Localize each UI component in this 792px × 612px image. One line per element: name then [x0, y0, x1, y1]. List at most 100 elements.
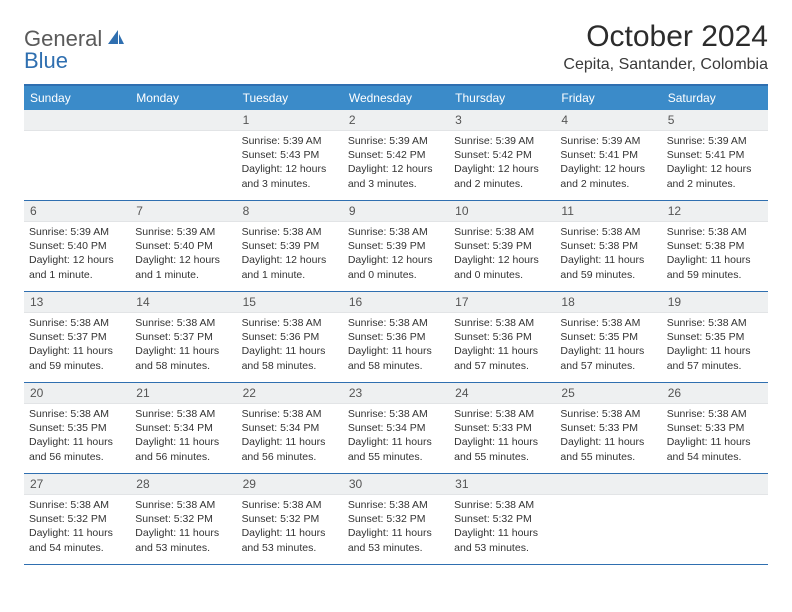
calendar-cell: 30Sunrise: 5:38 AMSunset: 5:32 PMDayligh…	[343, 474, 449, 564]
calendar-cell: .	[130, 110, 236, 200]
sunrise-text: Sunrise: 5:38 AM	[135, 407, 231, 421]
sunrise-text: Sunrise: 5:38 AM	[560, 225, 656, 239]
day-number: 9	[343, 201, 449, 222]
calendar-cell: .	[662, 474, 768, 564]
calendar-cell: 14 Sunrise: 5:38 AMSunset: 5:37 PMDayligh…	[130, 292, 236, 382]
sunrise-text: Sunrise: 5:39 AM	[560, 134, 656, 148]
calendar-cell: 2Sunrise: 5:39 AMSunset: 5:42 PMDaylight…	[343, 110, 449, 200]
day-details: Sunrise: 5:38 AMSunset: 5:34 PMDaylight:…	[343, 404, 449, 469]
day-number: 18	[555, 292, 661, 313]
day-details: Sunrise: 5:39 AMSunset: 5:41 PMDaylight:…	[662, 131, 768, 196]
day-details: Sunrise: 5:38 AMSunset: 5:35 PMDaylight:…	[662, 313, 768, 378]
sunrise-text: Sunrise: 5:38 AM	[348, 316, 444, 330]
sunrise-text: Sunrise: 5:39 AM	[667, 134, 763, 148]
sunrise-text: Sunrise: 5:38 AM	[348, 407, 444, 421]
daylight-text: Daylight: 12 hours and 3 minutes.	[242, 162, 338, 190]
day-details: Sunrise: 5:39 AMSunset: 5:41 PMDaylight:…	[555, 131, 661, 196]
calendar-cell: 26Sunrise: 5:38 AMSunset: 5:33 PMDayligh…	[662, 383, 768, 473]
week-row: ..1Sunrise: 5:39 AMSunset: 5:43 PMDaylig…	[24, 110, 768, 201]
logo-text-blue: Blue	[24, 48, 68, 73]
daylight-text: Daylight: 11 hours and 58 minutes.	[135, 344, 231, 372]
calendar-cell: 7Sunrise: 5:39 AMSunset: 5:40 PMDaylight…	[130, 201, 236, 291]
sunset-text: Sunset: 5:32 PM	[242, 512, 338, 526]
sunrise-text: Sunrise: 5:38 AM	[135, 498, 231, 512]
sunrise-text: Sunrise: 5:39 AM	[135, 225, 231, 239]
sunset-text: Sunset: 5:42 PM	[348, 148, 444, 162]
day-number: 12	[662, 201, 768, 222]
daylight-text: Daylight: 11 hours and 57 minutes.	[560, 344, 656, 372]
day-details: Sunrise: 5:38 AMSunset: 5:36 PMDaylight:…	[237, 313, 343, 378]
day-details: Sunrise: 5:38 AMSunset: 5:36 PMDaylight:…	[343, 313, 449, 378]
day-number: 26	[662, 383, 768, 404]
calendar-cell: 18Sunrise: 5:38 AMSunset: 5:35 PMDayligh…	[555, 292, 661, 382]
day-details: Sunrise: 5:38 AMSunset: 5:32 PMDaylight:…	[449, 495, 555, 560]
sunrise-text: Sunrise: 5:38 AM	[667, 316, 763, 330]
sunset-text: Sunset: 5:33 PM	[560, 421, 656, 435]
day-number: 19	[662, 292, 768, 313]
week-row: 27Sunrise: 5:38 AMSunset: 5:32 PMDayligh…	[24, 474, 768, 565]
day-header-sat: Saturday	[662, 86, 768, 110]
sunset-text: Sunset: 5:34 PM	[348, 421, 444, 435]
calendar-cell: 31Sunrise: 5:38 AMSunset: 5:32 PMDayligh…	[449, 474, 555, 564]
calendar-cell: 22Sunrise: 5:38 AMSunset: 5:34 PMDayligh…	[237, 383, 343, 473]
calendar-cell: 1Sunrise: 5:39 AMSunset: 5:43 PMDaylight…	[237, 110, 343, 200]
day-number: 2	[343, 110, 449, 131]
calendar-cell: 23Sunrise: 5:38 AMSunset: 5:34 PMDayligh…	[343, 383, 449, 473]
page-title: October 2024	[563, 20, 768, 54]
day-number: 5	[662, 110, 768, 131]
calendar-cell: 24Sunrise: 5:38 AMSunset: 5:33 PMDayligh…	[449, 383, 555, 473]
daylight-text: Daylight: 11 hours and 54 minutes.	[29, 526, 125, 554]
sunset-text: Sunset: 5:37 PM	[29, 330, 125, 344]
calendar-cell: 20Sunrise: 5:38 AMSunset: 5:35 PMDayligh…	[24, 383, 130, 473]
daylight-text: Daylight: 12 hours and 1 minute.	[242, 253, 338, 281]
sunrise-text: Sunrise: 5:38 AM	[135, 316, 231, 330]
day-number: 4	[555, 110, 661, 131]
calendar-cell: 19Sunrise: 5:38 AMSunset: 5:35 PMDayligh…	[662, 292, 768, 382]
title-block: October 2024 Cepita, Santander, Colombia	[563, 20, 768, 74]
daylight-text: Daylight: 12 hours and 1 minute.	[29, 253, 125, 281]
day-header-tue: Tuesday	[237, 86, 343, 110]
sunrise-text: Sunrise: 5:38 AM	[454, 225, 550, 239]
day-number: 8	[237, 201, 343, 222]
day-number: 7	[130, 201, 236, 222]
sunset-text: Sunset: 5:40 PM	[135, 239, 231, 253]
day-number: 14	[130, 292, 236, 313]
calendar-cell: 10Sunrise: 5:38 AMSunset: 5:39 PMDayligh…	[449, 201, 555, 291]
day-number: 6	[24, 201, 130, 222]
daylight-text: Daylight: 11 hours and 55 minutes.	[348, 435, 444, 463]
sunset-text: Sunset: 5:32 PM	[454, 512, 550, 526]
daylight-text: Daylight: 12 hours and 2 minutes.	[454, 162, 550, 190]
calendar-cell: 11Sunrise: 5:38 AMSunset: 5:38 PMDayligh…	[555, 201, 661, 291]
day-details: Sunrise: 5:38 AMSunset: 5:38 PMDaylight:…	[662, 222, 768, 287]
sunset-text: Sunset: 5:37 PM	[135, 330, 231, 344]
day-details: Sunrise: 5:38 AMSunset: 5:37 PMDaylight:…	[24, 313, 130, 378]
calendar-cell: .	[24, 110, 130, 200]
sunrise-text: Sunrise: 5:38 AM	[242, 498, 338, 512]
daylight-text: Daylight: 11 hours and 59 minutes.	[560, 253, 656, 281]
daylight-text: Daylight: 12 hours and 0 minutes.	[454, 253, 550, 281]
day-number: 31	[449, 474, 555, 495]
day-header-wed: Wednesday	[343, 86, 449, 110]
day-details: Sunrise: 5:39 AMSunset: 5:40 PMDaylight:…	[24, 222, 130, 287]
day-details: Sunrise: 5:39 AMSunset: 5:43 PMDaylight:…	[237, 131, 343, 196]
day-number: 24	[449, 383, 555, 404]
calendar-cell: 27Sunrise: 5:38 AMSunset: 5:32 PMDayligh…	[24, 474, 130, 564]
daylight-text: Daylight: 12 hours and 2 minutes.	[667, 162, 763, 190]
daylight-text: Daylight: 12 hours and 3 minutes.	[348, 162, 444, 190]
day-header-thu: Thursday	[449, 86, 555, 110]
sunset-text: Sunset: 5:38 PM	[560, 239, 656, 253]
day-number: 20	[24, 383, 130, 404]
day-number: 30	[343, 474, 449, 495]
day-number: 21	[130, 383, 236, 404]
sunset-text: Sunset: 5:38 PM	[667, 239, 763, 253]
day-details: Sunrise: 5:38 AMSunset: 5:36 PMDaylight:…	[449, 313, 555, 378]
daylight-text: Daylight: 11 hours and 56 minutes.	[29, 435, 125, 463]
daylight-text: Daylight: 11 hours and 53 minutes.	[348, 526, 444, 554]
day-number: 13	[24, 292, 130, 313]
day-details: Sunrise: 5:38 AMSunset: 5:38 PMDaylight:…	[555, 222, 661, 287]
calendar-cell: 15Sunrise: 5:38 AMSunset: 5:36 PMDayligh…	[237, 292, 343, 382]
sunset-text: Sunset: 5:35 PM	[560, 330, 656, 344]
day-number: 16	[343, 292, 449, 313]
calendar-cell: 5Sunrise: 5:39 AMSunset: 5:41 PMDaylight…	[662, 110, 768, 200]
day-details: Sunrise: 5:38 AMSunset: 5:32 PMDaylight:…	[24, 495, 130, 560]
